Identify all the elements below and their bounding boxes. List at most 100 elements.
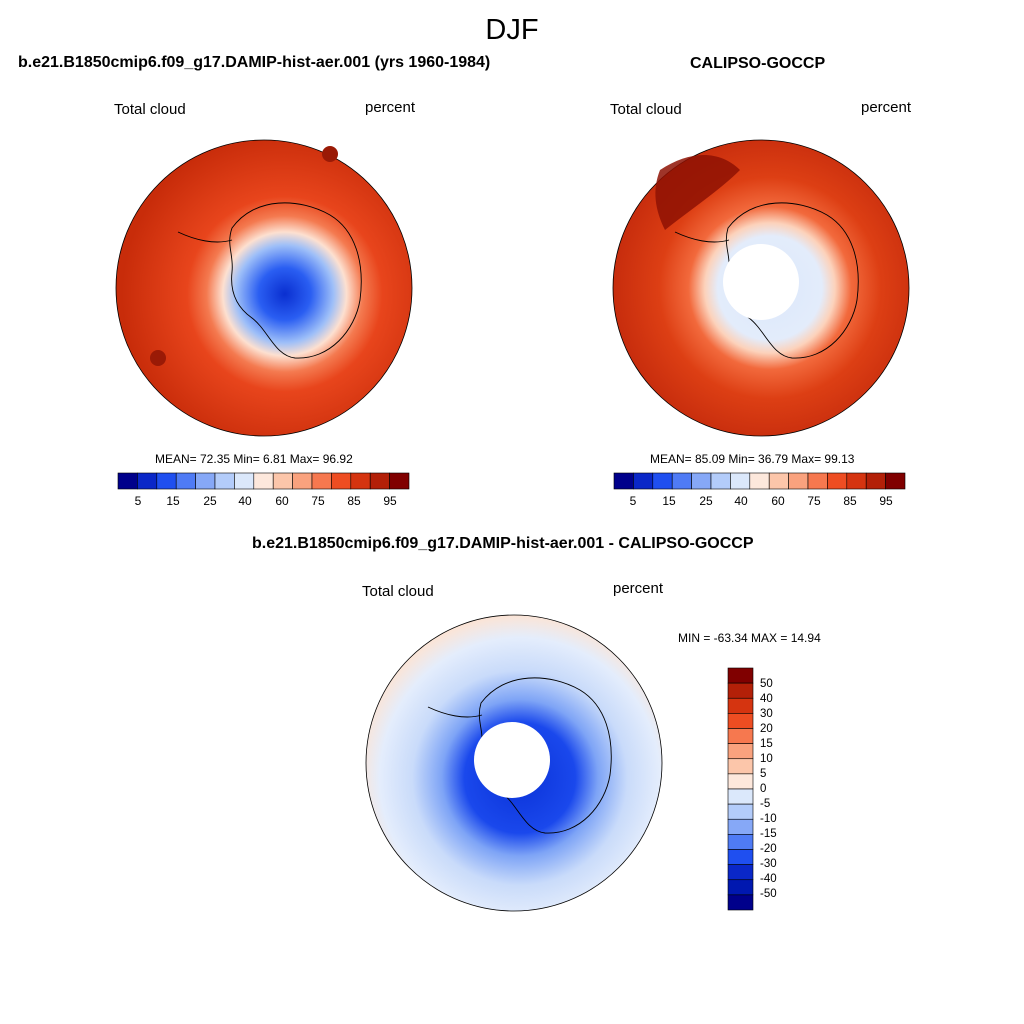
panel1-colorbar [117,472,410,490]
colorbar-swatch [389,472,410,490]
colorbar-swatch [137,472,158,490]
colorbar-tick: 30 [760,708,773,720]
colorbar-swatch [369,472,390,490]
colorbar-swatch [846,472,867,490]
panel2-units-label: percent [861,99,912,116]
colorbar-swatch [727,894,754,911]
colorbar-tick: 75 [311,494,325,508]
colorbar-swatch [827,472,848,490]
colorbar-swatch [768,472,789,490]
colorbar-swatch [117,472,138,490]
colorbar-swatch [613,472,634,490]
colorbar-tick: 25 [203,494,217,508]
colorbar-tick: 50 [760,678,773,690]
colorbar-swatch [331,472,352,490]
panel1-map-disc [115,139,413,437]
colorbar-tick: -5 [760,798,771,810]
colorbar-swatch [175,472,196,490]
colorbar-swatch [727,713,754,729]
panel2-stats: MEAN= 85.09 Min= 36.79 Max= 99.13 [650,452,855,466]
colorbar-tick: 20 [760,723,773,735]
colorbar-tick: -15 [760,828,777,840]
panel1-stats: MEAN= 72.35 Min= 6.81 Max= 96.92 [155,452,353,466]
panel3-variable-label: Total cloud [362,583,434,600]
colorbar-swatch [885,472,906,490]
colorbar-swatch [727,728,754,744]
panel1-title: b.e21.B1850cmip6.f09_g17.DAMIP-hist-aer.… [18,54,491,71]
colorbar-swatch [730,472,751,490]
panel3-map [365,614,663,912]
colorbar-swatch [691,472,712,490]
panel2-title: CALIPSO-GOCCP [690,55,826,72]
panel2-polar-gap [723,244,799,320]
colorbar-tick: 85 [843,494,857,508]
colorbar-tick: 5 [134,494,142,508]
panel1-high-cloud-patch [150,350,166,366]
colorbar-tick: 85 [347,494,361,508]
panel1-units-label: percent [365,99,416,116]
panel1-map [115,139,413,437]
colorbar-tick: -10 [760,813,777,825]
colorbar-swatch [807,472,828,490]
colorbar-tick: 5 [629,494,637,508]
panel2-peninsula-coastline [674,231,730,243]
colorbar-swatch [195,472,216,490]
colorbar-swatch [234,472,255,490]
colorbar-tick: -20 [760,843,777,855]
colorbar-tick: 95 [383,494,397,508]
colorbar-swatch [671,472,692,490]
colorbar-tick: -30 [760,858,777,870]
colorbar-swatch [865,472,886,490]
colorbar-swatch [350,472,371,490]
colorbar-tick: 25 [699,494,713,508]
colorbar-tick: 15 [662,494,676,508]
colorbar-swatch [727,758,754,775]
colorbar-swatch [727,697,754,714]
colorbar-swatch [727,743,754,760]
colorbar-swatch [727,818,754,835]
panel2-variable-label: Total cloud [610,101,682,118]
colorbar-swatch [253,472,274,490]
colorbar-swatch [727,773,754,790]
colorbar-tick: 5 [760,768,767,780]
colorbar-tick: 40 [734,494,748,508]
colorbar-swatch [749,472,770,490]
panel1-antarctica-coastline [229,202,362,359]
panel3-stats: MIN = -63.34 MAX = 14.94 [678,631,821,645]
colorbar-swatch [727,834,754,850]
colorbar-swatch [652,472,673,490]
panel2-colorbar [613,472,906,490]
panel3-units-label: percent [613,580,664,597]
colorbar-tick: -40 [760,873,777,885]
colorbar-swatch [272,472,293,490]
colorbar-swatch [710,472,731,490]
colorbar-tick: 15 [166,494,180,508]
colorbar-swatch [727,803,754,820]
panel3-polar-gap [474,722,550,798]
panel2-map [612,139,910,437]
colorbar-swatch [727,864,754,881]
colorbar-tick: 60 [771,494,785,508]
colorbar-tick: 10 [760,753,773,765]
colorbar-swatch [292,472,313,490]
colorbar-swatch [788,472,809,490]
colorbar-swatch [727,682,754,699]
colorbar-tick: 0 [760,783,767,795]
panel2-high-cloud-region [655,155,740,230]
colorbar-swatch [156,472,177,490]
panel1-variable-label: Total cloud [114,101,186,118]
colorbar-swatch [633,472,654,490]
colorbar-tick: 15 [760,738,773,750]
colorbar-swatch [311,472,332,490]
colorbar-swatch [727,849,754,865]
colorbar-tick: -50 [760,888,777,900]
colorbar-tick: 75 [807,494,821,508]
colorbar-swatch [727,788,754,805]
colorbar-tick: 95 [879,494,893,508]
season-title: DJF [485,14,539,46]
panel1-peninsula-coastline [177,231,233,243]
colorbar-swatch [727,667,754,684]
panel3-title: b.e21.B1850cmip6.f09_g17.DAMIP-hist-aer.… [252,535,754,552]
panel1-high-cloud-patch [322,146,338,162]
